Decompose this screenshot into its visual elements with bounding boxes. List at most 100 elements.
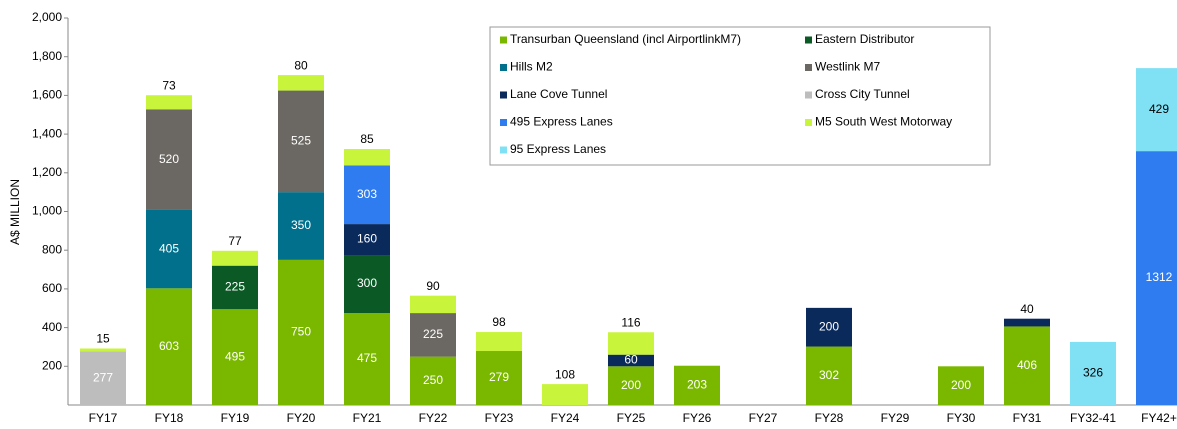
x-tick-label: FY19 <box>221 411 250 425</box>
value-label: 80 <box>294 58 308 72</box>
bar-segment <box>278 75 324 91</box>
value-label: 160 <box>357 232 377 246</box>
bar-segment <box>674 365 720 405</box>
y-tick-label: 1,000 <box>32 204 62 218</box>
value-label: 405 <box>159 241 179 255</box>
bar-segment <box>146 209 192 289</box>
value-label: 300 <box>357 276 377 290</box>
legend-swatch <box>500 119 507 126</box>
x-tick-label: FY28 <box>815 411 844 425</box>
y-tick-label: 800 <box>42 242 62 256</box>
bar-segment <box>278 90 324 193</box>
value-label: 77 <box>228 234 242 248</box>
bar-segment <box>212 265 258 310</box>
bar-segment <box>1004 326 1050 405</box>
value-label: 203 <box>687 378 707 392</box>
legend-label: Westlink M7 <box>815 60 880 74</box>
bar-segment <box>410 313 456 357</box>
legend-label: Transurban Queensland (incl AirportlinkM… <box>510 32 741 46</box>
legend-swatch <box>500 64 507 71</box>
y-tick-label: 1,600 <box>32 88 62 102</box>
x-tick-label: FY23 <box>485 411 514 425</box>
bar-segment <box>212 250 258 266</box>
bar-segment <box>1136 151 1177 405</box>
value-label: 603 <box>159 339 179 353</box>
bar-segment <box>80 351 126 405</box>
legend-label: 495 Express Lanes <box>510 115 613 129</box>
value-label: 200 <box>621 378 641 392</box>
x-tick-label: FY22 <box>419 411 448 425</box>
legend-label: Eastern Distributor <box>815 32 914 46</box>
bar-segment <box>344 165 390 225</box>
legend-swatch <box>500 36 507 44</box>
bar-segment <box>476 351 522 405</box>
x-tick-label: FY18 <box>155 411 184 425</box>
x-tick-label: FY17 <box>89 411 118 425</box>
bar-segment <box>278 192 324 260</box>
x-tick-label: FY32-41 <box>1070 411 1116 425</box>
value-label: 200 <box>819 319 839 333</box>
value-label: 40 <box>1020 302 1034 316</box>
bar-segment <box>1004 318 1050 327</box>
bar-segment <box>608 366 654 405</box>
value-label: 495 <box>225 349 245 363</box>
legend-swatch <box>500 91 507 99</box>
value-label: 429 <box>1149 102 1169 116</box>
bar-segment <box>608 354 654 367</box>
legend-label: M5 South West Motorway <box>815 115 952 129</box>
x-tick-label: FY27 <box>749 411 778 425</box>
value-label: 116 <box>621 315 640 329</box>
value-label: 277 <box>93 370 113 384</box>
bar-segment <box>146 109 192 210</box>
y-axis-label: A$ MILLION <box>8 179 22 245</box>
value-label: 750 <box>291 325 311 339</box>
legend-label: 95 Express Lanes <box>510 142 606 156</box>
y-tick-label: 200 <box>42 358 62 372</box>
value-label: 326 <box>1083 366 1103 380</box>
bar-segment <box>806 307 852 347</box>
bar-segment <box>806 346 852 405</box>
bar-segment <box>344 224 390 256</box>
bar-segment <box>1136 68 1177 152</box>
y-tick-label: 600 <box>42 281 62 295</box>
bar-segment <box>278 259 324 405</box>
bar-segment <box>476 332 522 352</box>
legend-swatch <box>805 64 812 71</box>
x-tick-label: FY29 <box>881 411 910 425</box>
y-tick-label: 1,400 <box>32 126 62 140</box>
bar-segment <box>344 255 390 314</box>
legend-swatch <box>805 36 812 44</box>
value-label: 525 <box>291 134 311 148</box>
bar-segment <box>410 356 456 405</box>
value-label: 98 <box>492 315 506 329</box>
value-label: 108 <box>555 367 575 381</box>
bar-segment <box>1070 341 1116 405</box>
bar-segment <box>146 95 192 110</box>
value-label: 475 <box>357 351 377 365</box>
value-label: 225 <box>225 280 245 294</box>
x-tick-label: FY21 <box>353 411 382 425</box>
x-tick-label: FY31 <box>1013 411 1042 425</box>
y-tick-label: 400 <box>42 320 62 334</box>
value-label: 250 <box>423 373 443 387</box>
x-tick-label: FY24 <box>551 411 580 425</box>
x-tick-label: FY26 <box>683 411 712 425</box>
x-tick-label: FY30 <box>947 411 976 425</box>
legend-label: Lane Cove Tunnel <box>510 87 607 101</box>
value-label: 350 <box>291 218 311 232</box>
bar-segment <box>542 384 588 405</box>
y-tick-label: 1,800 <box>32 49 62 63</box>
y-tick-label: 1,200 <box>32 165 62 179</box>
bar-segment <box>212 309 258 405</box>
value-label: 15 <box>96 332 110 346</box>
value-label: 200 <box>951 378 971 392</box>
bar-segment <box>344 148 390 166</box>
x-tick-label: FY25 <box>617 411 646 425</box>
legend-label: Cross City Tunnel <box>815 87 910 101</box>
legend-swatch <box>500 146 507 154</box>
legend-label: Hills M2 <box>510 60 553 74</box>
value-label: 302 <box>819 368 839 382</box>
x-tick-label: FY42+ <box>1141 411 1177 425</box>
bar-segment <box>344 313 390 405</box>
